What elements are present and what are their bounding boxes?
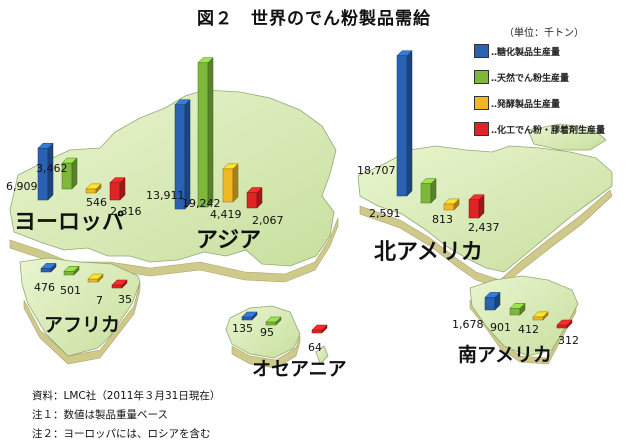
unit-note: （単位：千トン） bbox=[504, 28, 584, 39]
oceania-landmass-side bbox=[231, 335, 301, 369]
legend-swatch-natural-starch bbox=[474, 70, 489, 84]
bar-north-america-fermented bbox=[443, 198, 460, 211]
legend-item-modified-starch: ‥化工でん粉・膠着剤生産量 bbox=[474, 122, 624, 148]
legend-swatch-fermented bbox=[474, 96, 489, 110]
region-label-south-america: 南アメリカ bbox=[458, 344, 553, 366]
value-label-asia-fermented: 4,419 bbox=[210, 208, 242, 221]
legend-swatch-modified-starch bbox=[474, 122, 489, 136]
legend-item-fermented: ‥発酵製品生産量 bbox=[474, 96, 624, 122]
region-label-asia: アジア bbox=[196, 228, 262, 253]
value-label-south-america-natural-starch: 901 bbox=[490, 321, 511, 334]
value-label-north-america-modified-starch: 2,437 bbox=[468, 221, 500, 234]
value-label-oceania-modified-starch: 64 bbox=[308, 341, 322, 354]
value-label-asia-natural-starch: 19,242 bbox=[182, 197, 221, 210]
value-label-south-america-fermented: 412 bbox=[518, 323, 539, 336]
value-label-africa-modified-starch: 35 bbox=[118, 293, 132, 306]
bar-europe-saccharified bbox=[37, 142, 54, 201]
bar-africa-fermented bbox=[87, 273, 104, 283]
note-2: 注２：ヨーロッパには、ロシアを含む bbox=[32, 428, 211, 440]
source-note: 資料：LMC社（2011年３月31日現在） bbox=[32, 390, 221, 402]
bar-south-america-modified-starch bbox=[556, 319, 573, 329]
value-label-oceania-natural-starch: 95 bbox=[260, 326, 274, 339]
bar-north-america-modified-starch bbox=[468, 194, 485, 219]
value-label-europe-fermented: 546 bbox=[86, 196, 107, 209]
value-label-asia-modified-starch: 2,067 bbox=[252, 214, 284, 227]
value-label-asia-saccharified: 13,911 bbox=[146, 189, 185, 202]
bar-asia-natural-starch bbox=[197, 57, 214, 208]
region-label-europe: ヨーロッパ bbox=[14, 210, 125, 235]
value-label-africa-natural-starch: 501 bbox=[60, 284, 81, 297]
legend: ‥糖化製品生産量 ‥天然でん粉生産量 ‥発酵製品生産量 ‥化工でん粉・膠着剤生産… bbox=[474, 44, 624, 148]
legend-label-modified-starch: ‥化工でん粉・膠着剤生産量 bbox=[491, 126, 606, 136]
value-label-europe-saccharified: 6,909 bbox=[6, 180, 38, 193]
greenland-landmass bbox=[527, 123, 607, 151]
bar-oceania-natural-starch bbox=[265, 316, 282, 326]
bar-north-america-natural-starch bbox=[420, 177, 437, 204]
legend-swatch-saccharified bbox=[474, 44, 489, 58]
region-label-oceania: オセアニア bbox=[252, 358, 347, 380]
bar-asia-saccharified bbox=[174, 99, 191, 210]
bar-asia-fermented bbox=[222, 163, 239, 203]
bar-south-america-saccharified bbox=[484, 291, 501, 311]
value-label-africa-fermented: 7 bbox=[96, 294, 103, 307]
bar-oceania-saccharified bbox=[241, 311, 258, 321]
legend-item-natural-starch: ‥天然でん粉生産量 bbox=[474, 70, 624, 96]
north-america-landmass-side bbox=[359, 189, 613, 289]
eurasia-landmass bbox=[9, 89, 337, 267]
value-label-south-america-saccharified: 1,678 bbox=[452, 318, 484, 331]
north-america-landmass bbox=[357, 145, 613, 273]
africa-landmass bbox=[19, 257, 141, 357]
bar-europe-fermented bbox=[85, 183, 102, 194]
legend-item-saccharified: ‥糖化製品生産量 bbox=[474, 44, 624, 70]
value-label-europe-modified-starch: 2,316 bbox=[110, 205, 142, 218]
bar-north-america-saccharified bbox=[396, 50, 413, 197]
bar-europe-modified-starch bbox=[109, 177, 126, 201]
region-label-africa: アフリカ bbox=[44, 314, 121, 336]
new-zealand-landmass bbox=[315, 345, 329, 365]
bar-asia-modified-starch bbox=[246, 186, 263, 209]
value-label-africa-saccharified: 476 bbox=[34, 281, 55, 294]
value-label-oceania-saccharified: 135 bbox=[232, 322, 253, 335]
legend-label-saccharified: ‥糖化製品生産量 bbox=[491, 48, 561, 58]
bar-oceania-modified-starch bbox=[311, 324, 328, 334]
bar-europe-natural-starch bbox=[61, 157, 78, 190]
chart-title: 図２ 世界のでん粉製品需給 bbox=[197, 9, 431, 29]
value-label-europe-natural-starch: 3,462 bbox=[36, 162, 68, 175]
legend-label-fermented: ‥発酵製品生産量 bbox=[491, 100, 561, 110]
bar-south-america-natural-starch bbox=[509, 302, 526, 316]
region-label-north-america: 北アメリカ bbox=[374, 240, 483, 265]
value-label-north-america-fermented: 813 bbox=[432, 213, 453, 226]
bar-africa-modified-starch bbox=[111, 279, 128, 289]
bar-africa-natural-starch bbox=[63, 265, 80, 276]
value-label-north-america-saccharified: 18,707 bbox=[357, 164, 396, 177]
bar-africa-saccharified bbox=[40, 262, 57, 273]
legend-label-natural-starch: ‥天然でん粉生産量 bbox=[491, 74, 570, 84]
value-label-north-america-natural-starch: 2,591 bbox=[369, 207, 401, 220]
value-label-south-america-modified-starch: 312 bbox=[558, 334, 579, 347]
bar-south-america-fermented bbox=[532, 311, 549, 321]
note-1: 注１：数値は製品重量ベース bbox=[32, 409, 168, 421]
